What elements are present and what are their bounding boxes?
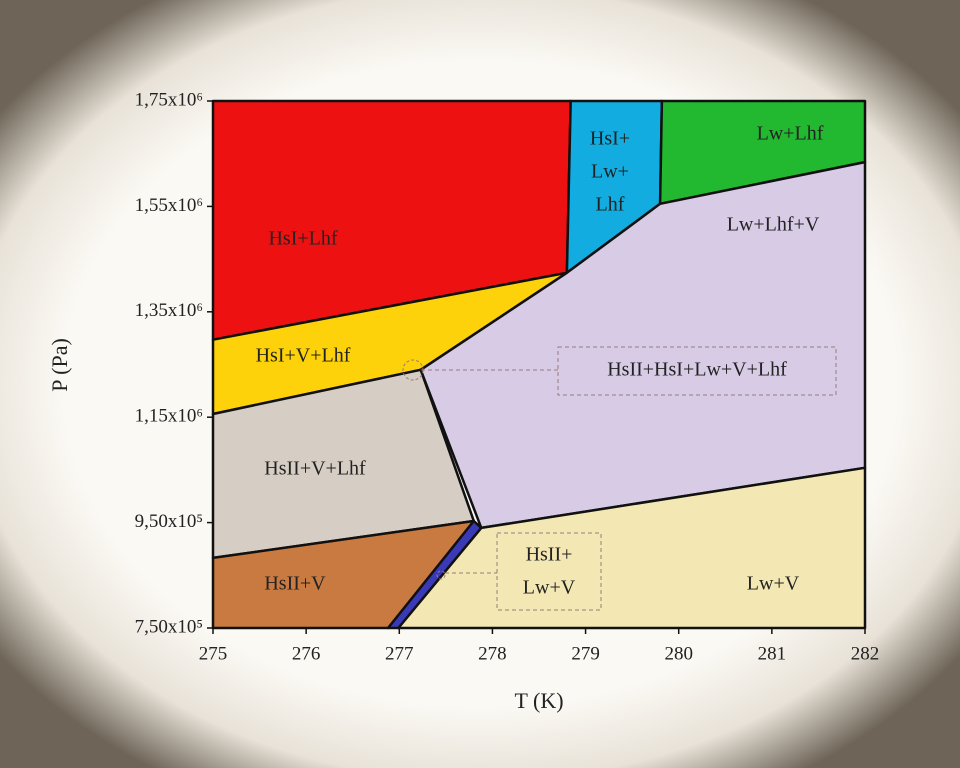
region-label: HsII+V+Lhf xyxy=(264,458,366,480)
x-tick-label: 277 xyxy=(385,643,414,664)
y-tick-label: 1,75x10⁶ xyxy=(135,89,203,110)
annotation-text: Lw+V xyxy=(523,577,576,599)
annotation-box xyxy=(557,346,837,396)
x-tick-label: 282 xyxy=(851,643,880,664)
y-tick-label: 1,15x10⁶ xyxy=(135,406,203,427)
annotation-box xyxy=(496,532,602,611)
region-label: Lw+Lhf xyxy=(757,123,824,145)
x-tick-label: 279 xyxy=(571,643,600,664)
annotation-marker xyxy=(436,570,446,580)
region-label: Lw+Lhf+V xyxy=(727,214,820,236)
x-axis-title: T (K) xyxy=(514,688,563,713)
x-tick-label: 281 xyxy=(758,643,787,664)
plot-frame xyxy=(212,100,866,629)
region-label: Lw+V xyxy=(747,573,800,595)
y-tick-label: 9,50x10⁵ xyxy=(135,511,203,532)
y-tick-label: 1,35x10⁶ xyxy=(135,300,203,321)
region-label: HsI+Lhf xyxy=(268,228,337,250)
region-label: Lw+ xyxy=(591,161,629,183)
annotation-text: HsII+ xyxy=(526,544,573,566)
y-tick-label: 7,50x10⁵ xyxy=(135,616,203,637)
y-tick-label: 1,55x10⁶ xyxy=(135,195,203,216)
region-label: HsII+V xyxy=(264,573,326,595)
region-label: Lhf xyxy=(596,194,625,216)
region-label: HsI+V+Lhf xyxy=(256,345,351,367)
x-tick-label: 280 xyxy=(664,643,693,664)
annotation-marker xyxy=(402,359,424,381)
x-tick-label: 278 xyxy=(478,643,507,664)
x-tick-label: 275 xyxy=(199,643,228,664)
x-tick-label: 276 xyxy=(292,643,321,664)
annotation-text: HsII+HsI+Lw+V+Lhf xyxy=(607,359,787,381)
region-label: HsI+ xyxy=(590,128,630,150)
y-axis-title: P (Pa) xyxy=(47,338,72,392)
